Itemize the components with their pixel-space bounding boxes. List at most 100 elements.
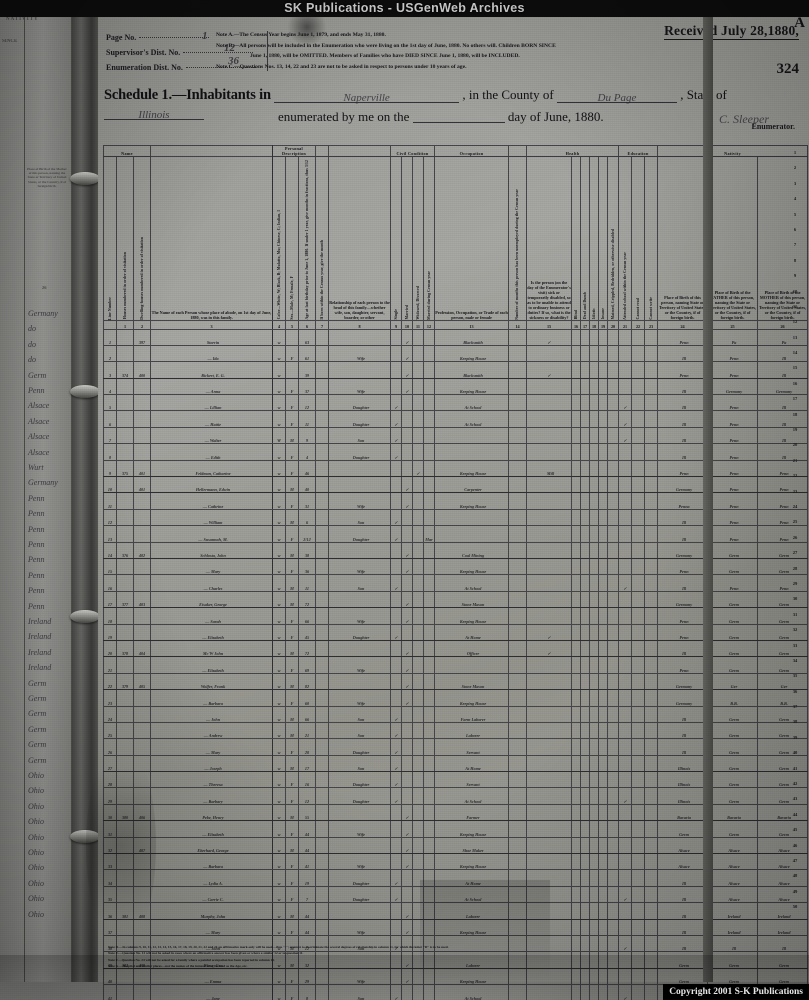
- cell-insane: [598, 869, 609, 887]
- cell-house: [116, 426, 134, 445]
- cell-school: [618, 377, 633, 396]
- cell-insane: [598, 607, 609, 625]
- cell-marcy: [423, 508, 436, 527]
- cell-marcy: [423, 721, 436, 740]
- cell-n: 36: [103, 902, 117, 920]
- cell-mar: [401, 623, 414, 641]
- cell-name: — Barbara: [150, 853, 274, 871]
- cell-sex: M: [285, 836, 300, 855]
- col-title-birthplace-person: Place of Birth of this person, naming St…: [657, 156, 709, 321]
- line-number: 41: [792, 765, 798, 771]
- cell-marcy: [423, 361, 436, 379]
- cell-house: [116, 328, 134, 346]
- cell-fbp: Germ: [707, 820, 759, 838]
- cell-marcy: [423, 967, 436, 986]
- cell-mar: [401, 426, 414, 445]
- cell-sex: F: [285, 984, 300, 1000]
- cell-bp: Penn: [657, 557, 709, 576]
- cell-name: Feldman, Catharine: [150, 459, 274, 478]
- cell-deaf: [580, 885, 591, 904]
- column-number-23: 23: [644, 319, 659, 330]
- cell-school: [618, 344, 633, 363]
- cell-occ: Stone Mason: [434, 590, 510, 609]
- cell-mar: ✓: [401, 803, 414, 822]
- facing-page-entry: Ohio: [28, 817, 44, 827]
- column-number-22: 22: [631, 319, 646, 330]
- cell-blind: [571, 639, 582, 658]
- cell-name: — Sarah: [150, 607, 274, 625]
- cell-mar: ✓: [401, 820, 414, 838]
- column-number-1: 1: [116, 319, 134, 330]
- cell-sex: F: [285, 869, 300, 887]
- cell-wid: ✓: [412, 459, 425, 478]
- cell-occ: Blacksmith: [434, 328, 510, 346]
- cell-cread: [631, 607, 646, 625]
- col-title-name: The Name of each Person whose place of a…: [150, 156, 274, 321]
- cell-age: 21: [298, 721, 317, 740]
- cell-age: 61: [298, 344, 317, 363]
- cell-bp: Germany: [657, 689, 709, 707]
- cell-n: 21: [103, 656, 117, 674]
- line-number: 24: [792, 503, 798, 509]
- cell-unemp: [508, 377, 528, 396]
- cell-insane: [598, 820, 609, 838]
- cell-sgl: [390, 459, 403, 478]
- cell-n: 30: [103, 803, 117, 822]
- cell-rel: Son: [328, 754, 392, 773]
- line-number: 5: [793, 211, 797, 217]
- line-number: 50: [792, 904, 798, 910]
- cell-sgl: ✓: [390, 771, 403, 789]
- column-number-16: 16: [571, 319, 582, 330]
- cell-sgl: ✓: [390, 525, 403, 543]
- cell-bmonth: [315, 639, 330, 658]
- cell-bp: Ill: [657, 738, 709, 756]
- line-number: 44: [792, 811, 798, 817]
- cell-occ: [434, 426, 510, 445]
- cell-rel: [328, 541, 392, 559]
- cell-marcy: Mar: [423, 525, 436, 543]
- cell-occ: [434, 525, 510, 543]
- cell-marcy: [423, 639, 436, 658]
- cell-idio: [589, 984, 600, 1000]
- cell-mar: [401, 459, 414, 478]
- cell-idio: [589, 853, 600, 871]
- facing-page-entry: Germ: [28, 709, 47, 719]
- cell-marcy: [423, 394, 436, 412]
- table-row: 9 375 401 Feldman, Catharine w F 46 ✓ Keeping Ho…: [103, 459, 809, 478]
- group-spacer-b: [328, 145, 392, 157]
- facing-page-entry: Germany: [28, 478, 58, 488]
- cell-bmonth: [315, 721, 330, 740]
- cell-age: 60: [298, 689, 317, 707]
- line-number: 38: [792, 719, 798, 725]
- cell-insane: [598, 705, 609, 723]
- cell-school: ✓: [618, 885, 633, 904]
- cell-deaf: [580, 361, 591, 379]
- group-label-nativity: Nativity: [657, 145, 809, 157]
- cell-deaf: [580, 574, 591, 592]
- cell-sick: [526, 557, 573, 576]
- cell-age: 63: [298, 328, 317, 346]
- cell-age: 2/12: [298, 525, 317, 543]
- col-title-age: Age at last birthday prior to June 1, 18…: [298, 156, 317, 321]
- cell-house: [116, 689, 134, 707]
- cell-idio: [589, 820, 600, 838]
- cell-bmonth: [315, 836, 330, 855]
- cell-sgl: [390, 820, 403, 838]
- cell-fbp: Germ: [707, 607, 759, 625]
- cell-unemp: [508, 918, 528, 936]
- cell-mar: [401, 754, 414, 773]
- cell-color: w: [272, 377, 287, 396]
- cell-fbp: Germ: [707, 721, 759, 740]
- cell-cwrite: [644, 656, 659, 674]
- cell-color: w: [272, 459, 287, 478]
- col-title-blind: Blind: [571, 156, 582, 321]
- cell-school: ✓: [618, 787, 633, 805]
- cell-sgl: ✓: [390, 787, 403, 805]
- cell-dwell: [132, 689, 152, 707]
- cell-insane: [598, 443, 609, 461]
- cell-name: — William: [150, 508, 274, 527]
- cell-idio: [589, 967, 600, 986]
- cell-bmonth: [315, 574, 330, 592]
- cell-blind: [571, 394, 582, 412]
- district-block: Page No. 1 Supervisor's Dist. No. 12 Enu…: [106, 30, 301, 78]
